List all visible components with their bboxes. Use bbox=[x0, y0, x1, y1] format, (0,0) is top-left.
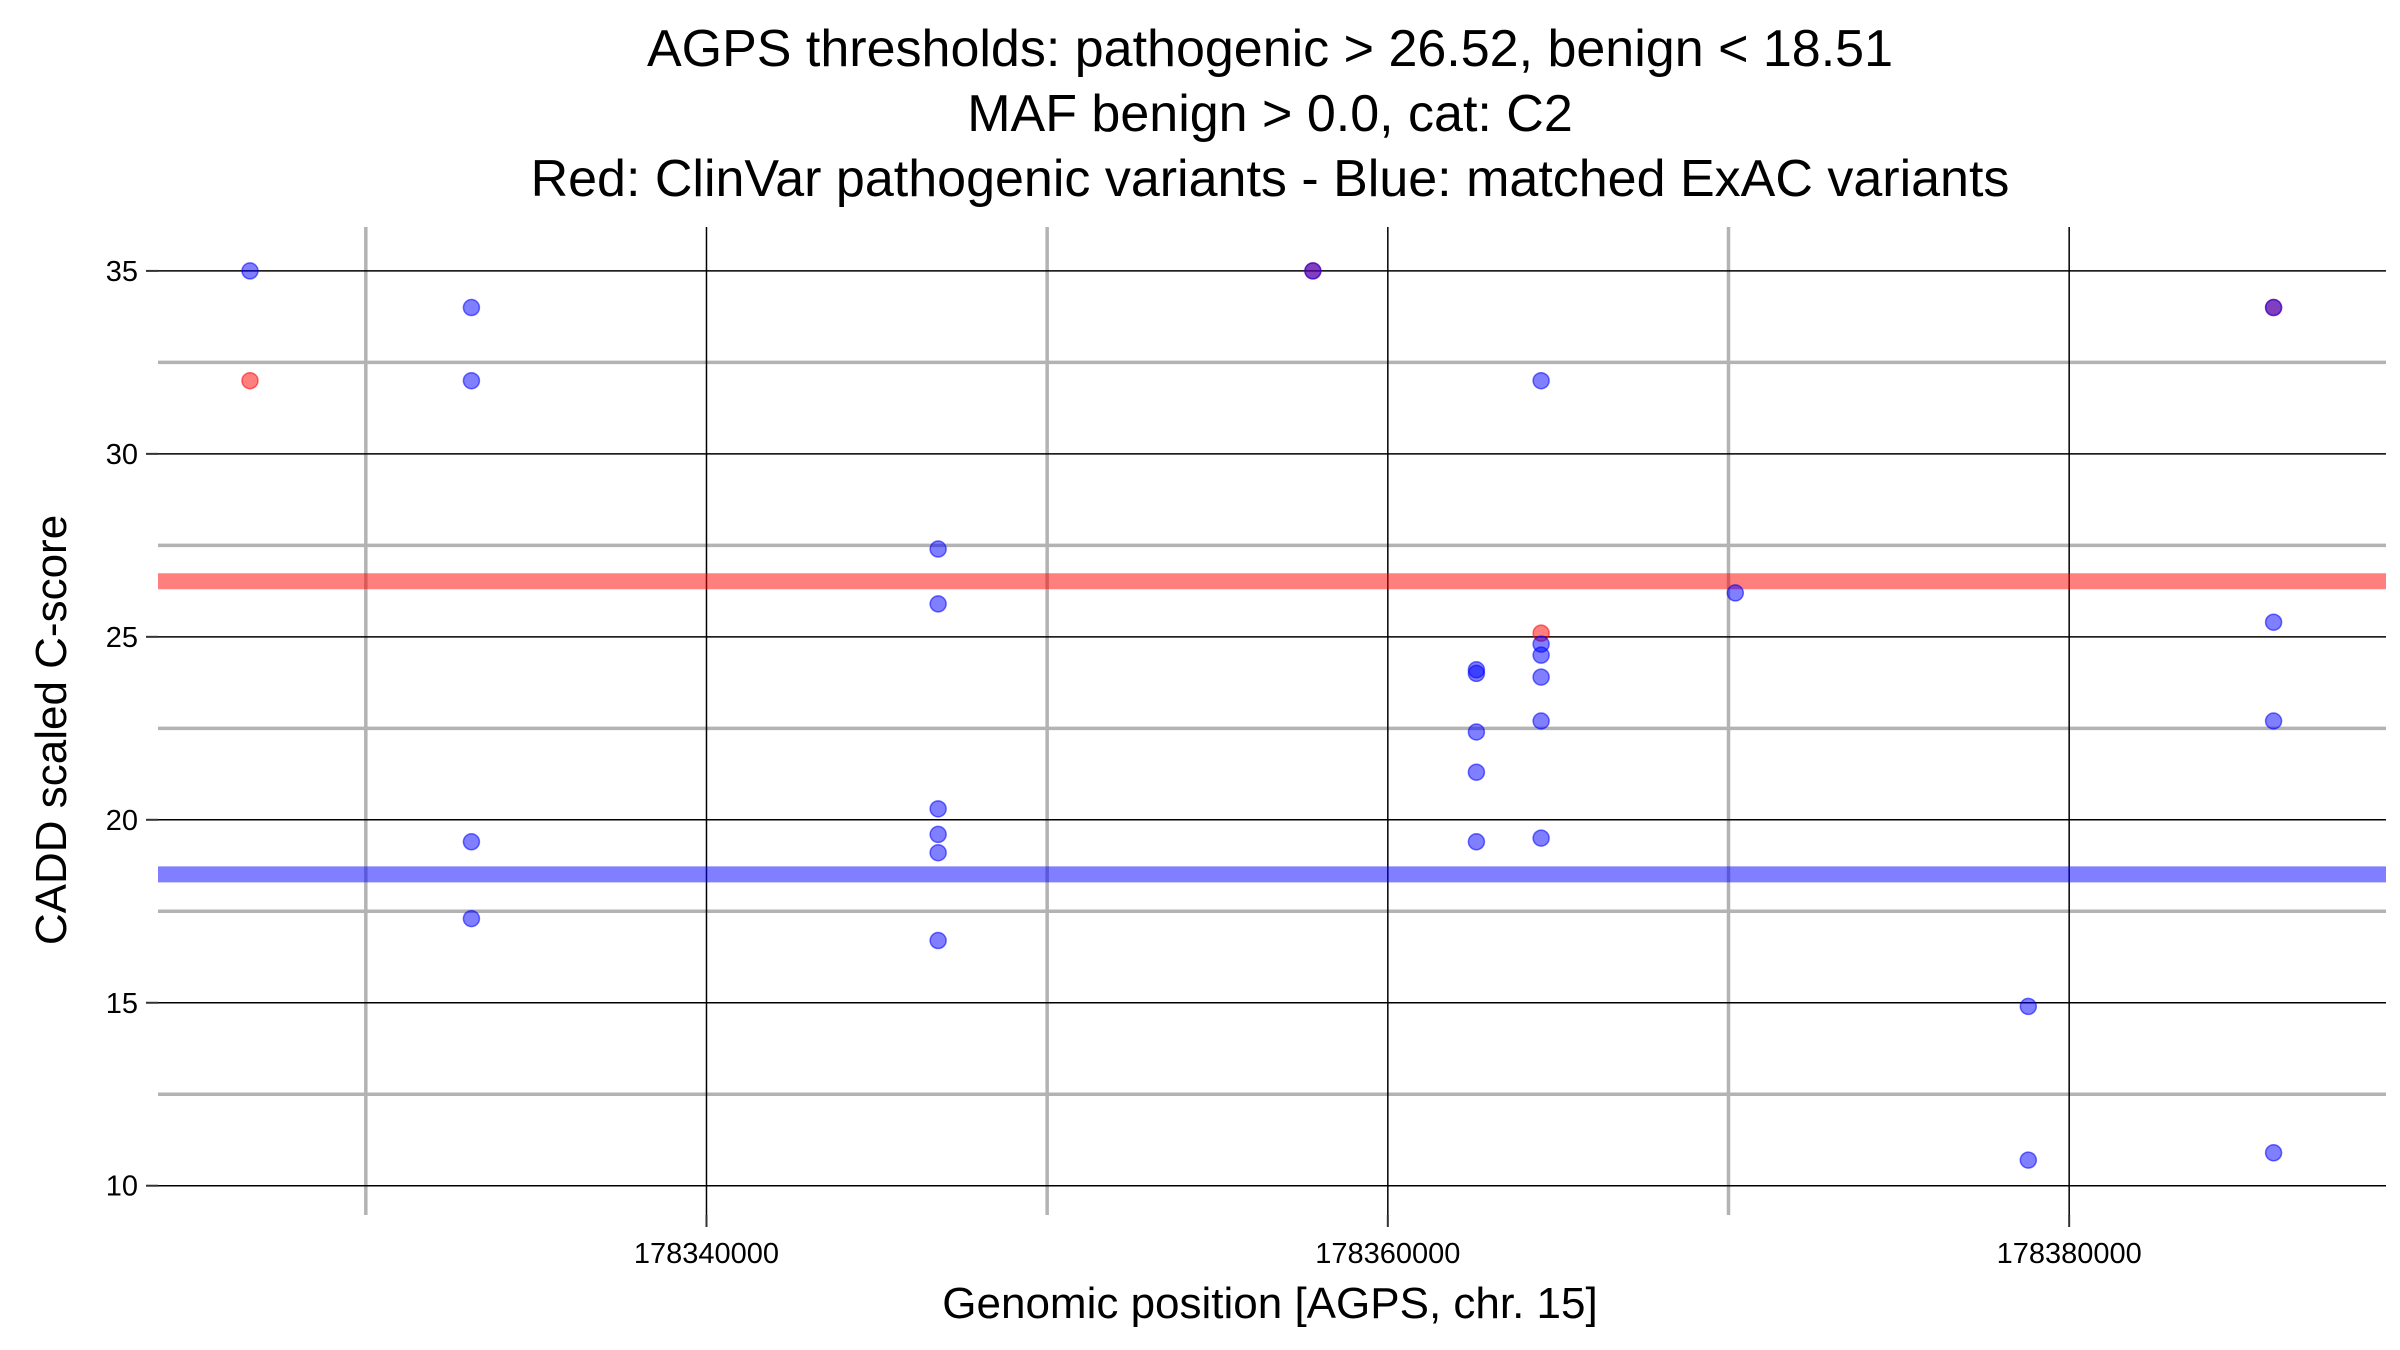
data-point-s1-4 bbox=[462, 909, 481, 928]
data-point-s1-20 bbox=[1532, 668, 1550, 686]
data-point-s1-13 bbox=[1467, 664, 1486, 683]
data-point-s1-19 bbox=[1532, 646, 1550, 664]
data-point-s1-8 bbox=[929, 825, 947, 844]
y-tick-label-4: 30 bbox=[106, 439, 138, 471]
y-axis-title: CADD scaled C-score bbox=[27, 515, 76, 945]
data-point-s1-28 bbox=[2264, 712, 2283, 730]
data-point-s1-17 bbox=[1532, 371, 1550, 390]
data-point-s1-9 bbox=[929, 843, 947, 862]
data-point-s1-1 bbox=[462, 298, 481, 317]
data-point-s1-2 bbox=[462, 371, 481, 390]
data-point-s1-23 bbox=[1726, 584, 1745, 602]
data-point-s1-6 bbox=[929, 595, 947, 613]
x-tick-label-0: 178340000 bbox=[634, 1238, 779, 1270]
x-tick-label-1: 178360000 bbox=[1315, 1238, 1460, 1270]
data-point-s1-5 bbox=[929, 540, 947, 558]
data-point-s0-0 bbox=[241, 371, 259, 390]
data-point-s1-0 bbox=[241, 262, 259, 280]
points-layer bbox=[241, 262, 2283, 1169]
data-point-s1-22 bbox=[1532, 829, 1550, 847]
title-line-2: MAF benign > 0.0, cat: C2 bbox=[967, 85, 1573, 143]
axis-layer: 10 15 20 25 30 35 178340000 178360000 178380000 bbox=[106, 256, 2142, 1270]
data-point-s1-10 bbox=[929, 931, 947, 950]
data-point-s1-3 bbox=[462, 833, 481, 851]
x-tick-label-2: 178380000 bbox=[1997, 1238, 2142, 1270]
y-tick-label-1: 15 bbox=[106, 988, 138, 1020]
data-point-s1-16 bbox=[1467, 833, 1486, 851]
y-tick-label-0: 10 bbox=[106, 1171, 138, 1203]
data-point-s1-15 bbox=[1467, 763, 1486, 781]
grid-layer bbox=[158, 227, 2386, 1215]
y-tick-label-5: 35 bbox=[106, 256, 138, 288]
data-point-s1-26 bbox=[2264, 298, 2283, 317]
threshold-layer bbox=[158, 573, 2386, 883]
data-point-s1-27 bbox=[2264, 613, 2283, 631]
data-point-s1-24 bbox=[2019, 997, 2038, 1016]
data-point-s1-21 bbox=[1532, 712, 1550, 730]
title-line-1: AGPS thresholds: pathogenic > 26.52, ben… bbox=[647, 20, 1893, 78]
data-point-s1-7 bbox=[929, 800, 947, 818]
y-tick-label-2: 20 bbox=[106, 805, 138, 837]
data-point-s1-25 bbox=[2019, 1151, 2038, 1169]
data-point-s1-14 bbox=[1467, 723, 1486, 741]
x-axis-title: Genomic position [AGPS, chr. 15] bbox=[942, 1279, 1597, 1328]
chart-title: AGPS thresholds: pathogenic > 26.52, ben… bbox=[531, 20, 2010, 208]
data-point-s1-29 bbox=[2264, 1144, 2283, 1162]
data-point-s1-11 bbox=[1304, 262, 1322, 280]
title-line-3: Red: ClinVar pathogenic variants - Blue:… bbox=[531, 150, 2010, 208]
y-tick-label-3: 25 bbox=[106, 622, 138, 654]
